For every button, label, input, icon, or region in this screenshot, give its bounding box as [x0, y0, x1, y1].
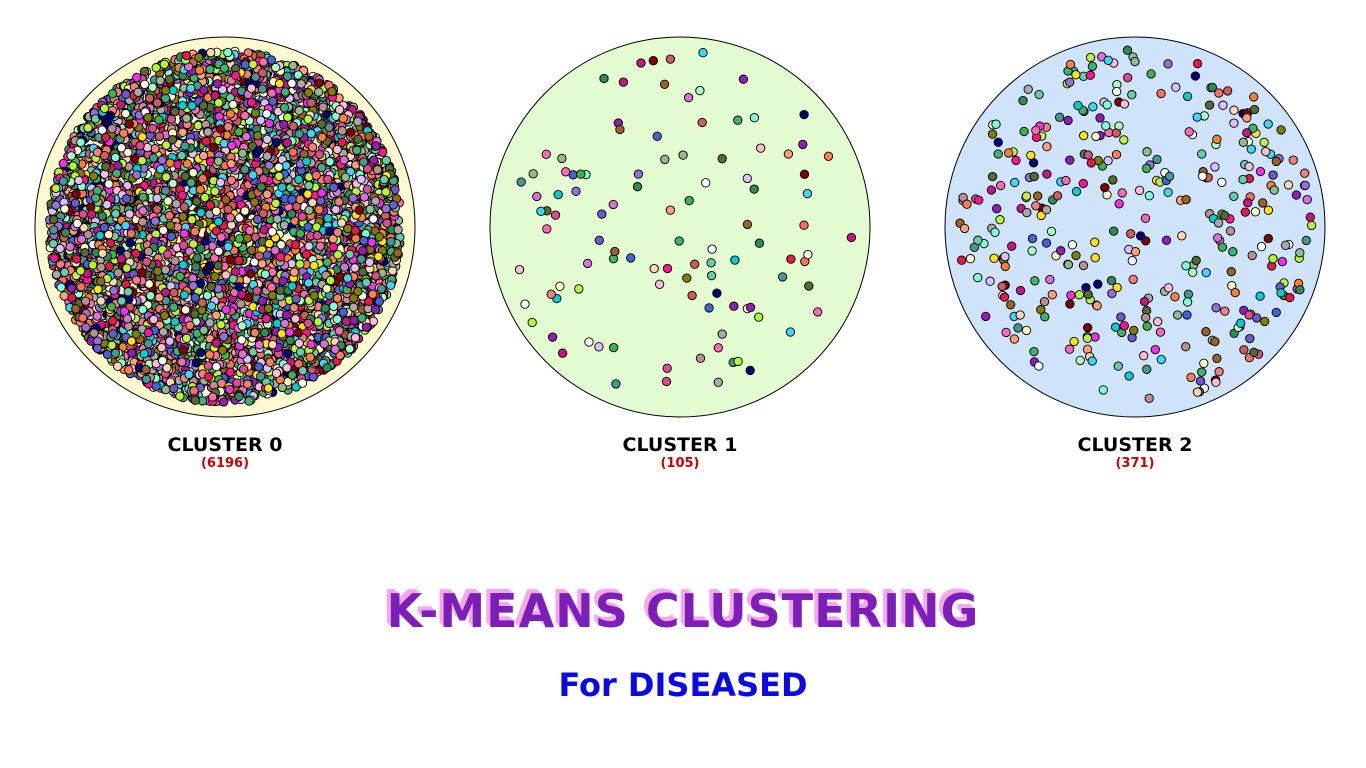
cluster-point — [225, 254, 236, 265]
cluster-point — [101, 162, 111, 172]
cluster-point — [234, 255, 244, 266]
cluster-point — [49, 253, 59, 263]
cluster-point — [137, 155, 147, 166]
cluster-point — [317, 119, 327, 129]
cluster-point — [166, 231, 177, 242]
cluster-point — [148, 153, 159, 163]
cluster-point — [201, 136, 211, 146]
cluster-point — [223, 242, 233, 252]
cluster-0: CLUSTER 0 (6196) — [34, 36, 416, 472]
cluster-point — [317, 132, 327, 142]
cluster-point — [387, 266, 398, 276]
cluster-point — [382, 218, 392, 228]
cluster-point — [68, 161, 78, 171]
cluster-point — [111, 209, 121, 219]
cluster-point — [349, 315, 359, 325]
cluster-point — [262, 250, 272, 260]
cluster-point — [198, 100, 209, 111]
cluster-point — [332, 293, 343, 303]
cluster-point — [322, 363, 332, 373]
cluster-point — [58, 158, 68, 169]
cluster-point — [154, 115, 164, 125]
cluster-point — [205, 318, 215, 328]
cluster-point — [180, 305, 191, 315]
cluster-point — [190, 395, 200, 405]
cluster-point — [320, 303, 330, 313]
cluster-point — [125, 238, 135, 248]
cluster-point — [211, 310, 221, 320]
cluster-point — [56, 282, 66, 292]
cluster-point — [177, 150, 187, 161]
cluster-point — [314, 78, 324, 88]
cluster-point — [337, 126, 347, 136]
cluster-point — [381, 155, 391, 166]
cluster-point — [123, 321, 134, 331]
cluster-point — [150, 144, 160, 154]
cluster-point — [59, 291, 69, 301]
cluster-point — [96, 296, 106, 306]
cluster-point — [303, 88, 314, 98]
cluster-point — [139, 66, 150, 77]
cluster-point — [166, 114, 177, 124]
cluster-point — [168, 85, 178, 95]
cluster-point — [240, 164, 250, 175]
cluster-0-circle — [34, 36, 416, 418]
cluster-point — [334, 326, 344, 336]
cluster-point — [66, 151, 76, 161]
